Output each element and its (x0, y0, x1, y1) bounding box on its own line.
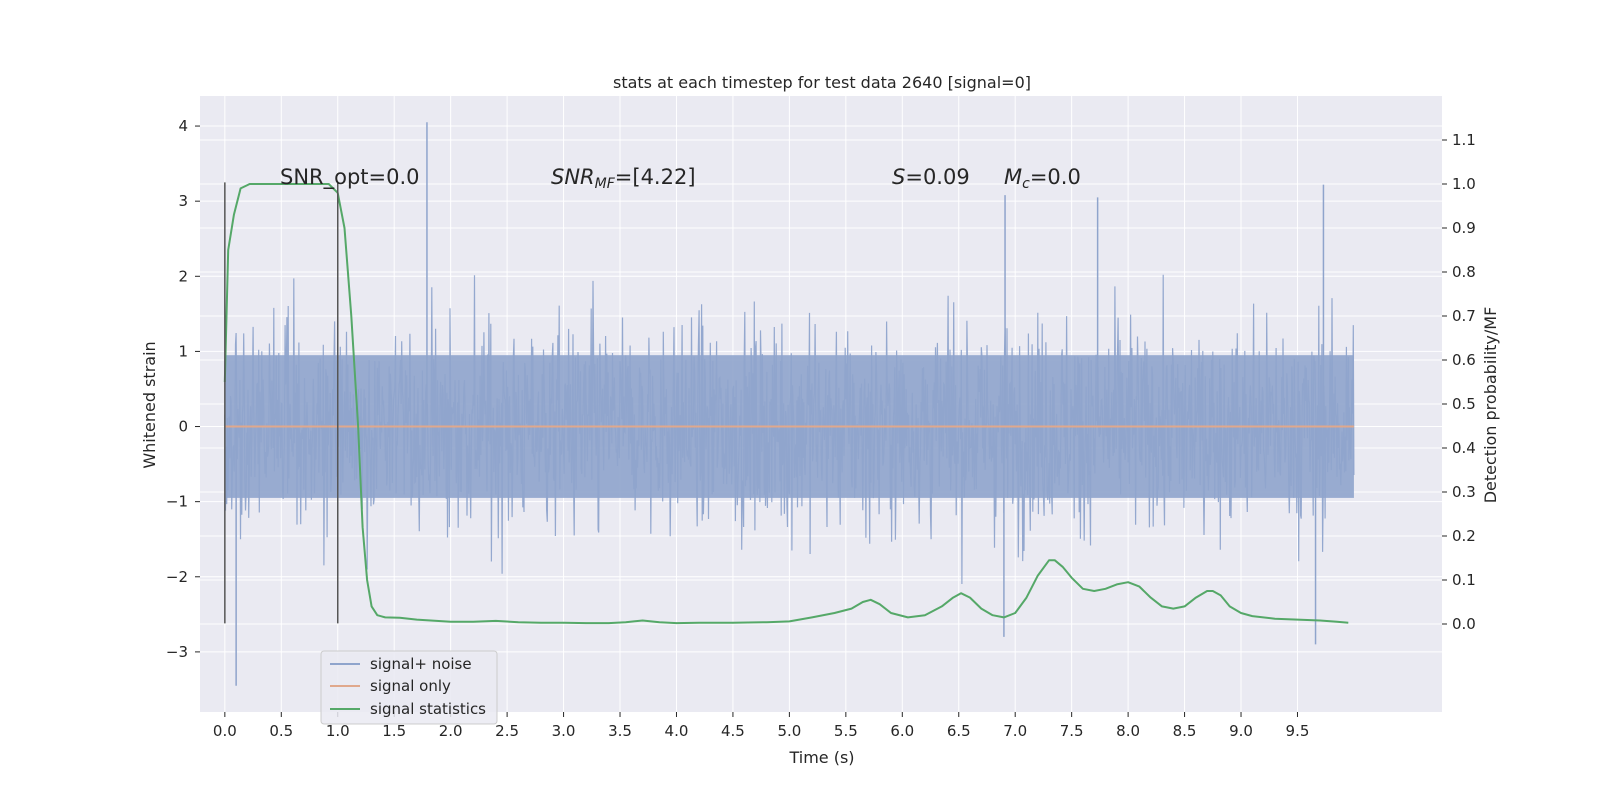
tick-labels: 0.0 0.5 1.0 1.5 2.0 2.5 3.0 3.5 4.0 4.5 5.0 5.5 6.0 6… (166, 117, 1476, 740)
x-tick-label: 7.0 (1003, 722, 1027, 740)
x-tick-label: 8.0 (1116, 722, 1140, 740)
y-right-tick-label: 0.0 (1452, 615, 1476, 633)
y-right-tick-label: 0.1 (1452, 571, 1476, 589)
mc-suffix: =0.0 (1030, 165, 1081, 189)
y-right-tick-label: 0.8 (1452, 263, 1476, 281)
x-tick-label: 2.5 (495, 722, 519, 740)
stat-series (223, 183, 1349, 625)
mc-prefix: M (1004, 165, 1022, 189)
y-right-tick-label: 1.0 (1452, 175, 1476, 193)
signal-statistics-line (223, 183, 1349, 625)
y-left-tick-label: −3 (166, 643, 188, 661)
snr-mf-suffix: =[4.22] (615, 165, 696, 189)
x-tick-label: 3.0 (552, 722, 576, 740)
vertical-markers (224, 182, 339, 624)
legend-label-signal: signal only (370, 677, 451, 695)
y-left-tick-label: 1 (178, 342, 188, 360)
y-right-tick-label: 1.1 (1452, 131, 1476, 149)
legend-box (320, 650, 498, 725)
y-right-tick-label: 0.5 (1452, 395, 1476, 413)
y-left-tick-label: 2 (178, 267, 188, 285)
y-left-tick-label: 0 (178, 418, 188, 436)
annotation-snr-mf: SNRMF=[4.22] (551, 165, 696, 192)
x-axis-label: Time (s) (788, 748, 854, 767)
y-right-tick-label: 0.7 (1452, 307, 1476, 325)
x-tick-label: 9.0 (1229, 722, 1253, 740)
chart-title: stats at each timestep for test data 264… (613, 73, 1031, 92)
x-tick-label: 7.5 (1060, 722, 1084, 740)
s-prefix: S (892, 165, 905, 189)
x-tick-label: 4.5 (721, 722, 745, 740)
x-tick-label: 3.5 (608, 722, 632, 740)
annotation-s: S=0.09 (892, 165, 970, 189)
legend: signal+ noise signal only signal statist… (320, 650, 498, 725)
x-tick-label: 8.5 (1173, 722, 1197, 740)
x-tick-label: 4.0 (665, 722, 689, 740)
snr-mf-sub: MF (595, 176, 616, 192)
x-tick-label: 0.5 (269, 722, 293, 740)
s-suffix: =0.09 (905, 165, 969, 189)
x-tick-label: 5.5 (834, 722, 858, 740)
y-right-tick-label: 0.2 (1452, 527, 1476, 545)
x-tick-label: 2.0 (439, 722, 463, 740)
x-tick-label: 1.5 (382, 722, 406, 740)
legend-label-stat: signal statistics (370, 700, 486, 718)
x-tick-label: 5.0 (777, 722, 801, 740)
y-left-tick-label: 3 (178, 192, 188, 210)
x-tick-label: 1.0 (326, 722, 350, 740)
y-left-tick-label: 4 (178, 117, 188, 135)
y-left-tick-label: −2 (166, 568, 188, 586)
y-left-tick-label: −1 (166, 493, 188, 511)
legend-label-noise: signal+ noise (370, 655, 472, 673)
snr-mf-prefix: SNR (551, 165, 595, 189)
x-tick-label: 6.5 (947, 722, 971, 740)
annotation-mc: Mc=0.0 (1004, 165, 1081, 192)
y-right-tick-label: 0.3 (1452, 483, 1476, 501)
y-axis-label-left: Whitened strain (140, 341, 159, 468)
y-right-tick-label: 0.6 (1452, 351, 1476, 369)
mc-sub: c (1022, 176, 1030, 192)
y-right-tick-label: 0.9 (1452, 219, 1476, 237)
annotation-snr-opt: SNR_opt=0.0 (280, 165, 420, 190)
x-tick-label: 9.5 (1286, 722, 1310, 740)
y-axis-label-right: Detection probability/MF (1481, 307, 1500, 504)
x-tick-label: 6.0 (890, 722, 914, 740)
x-tick-label: 0.0 (213, 722, 237, 740)
y-right-tick-label: 0.4 (1452, 439, 1476, 457)
